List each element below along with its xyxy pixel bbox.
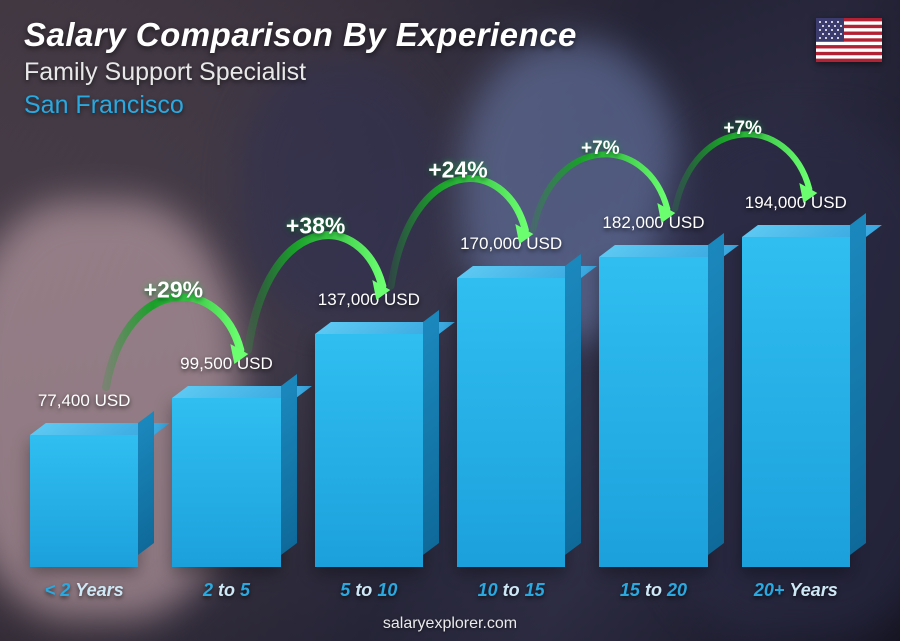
bar-slot: 77,400 USD — [30, 435, 138, 567]
bar-side-face — [423, 310, 439, 555]
bar-slot: 99,500 USD — [172, 398, 280, 567]
bar-side-face — [565, 254, 581, 555]
category-label: 10 to 15 — [457, 580, 565, 601]
bar-slot: 182,000 USD — [599, 257, 707, 567]
bar-side-face — [138, 411, 154, 555]
chart-area: 77,400 USD 99,500 USD 137,000 USD 170,00… — [30, 150, 850, 567]
bar-value-label: 182,000 USD — [602, 213, 704, 233]
bar-value-label: 77,400 USD — [38, 391, 131, 411]
chart-subtitle: Family Support Specialist — [24, 58, 876, 87]
bar: 194,000 USD — [742, 237, 850, 567]
bar-slot: 194,000 USD — [742, 237, 850, 567]
chart-location: San Francisco — [24, 91, 876, 120]
bar: 170,000 USD — [457, 278, 565, 567]
bar-value-label: 170,000 USD — [460, 234, 562, 254]
increase-percent-label: +24% — [428, 157, 487, 184]
category-label: 5 to 10 — [315, 580, 423, 601]
bar: 137,000 USD — [315, 334, 423, 567]
bar-slot: 137,000 USD — [315, 334, 423, 567]
chart-canvas: Salary Comparison By Experience Family S… — [0, 0, 900, 641]
category-label: < 2 Years — [30, 580, 138, 601]
bar-value-label: 99,500 USD — [180, 354, 273, 374]
category-label: 15 to 20 — [599, 580, 707, 601]
bar-side-face — [281, 374, 297, 555]
footer-attribution: salaryexplorer.com — [0, 615, 900, 633]
category-label: 2 to 5 — [172, 580, 280, 601]
bar-front-face — [315, 334, 423, 567]
chart-title: Salary Comparison By Experience — [24, 16, 876, 54]
bar-front-face — [30, 435, 138, 567]
increase-percent-label: +38% — [286, 213, 345, 240]
increase-percent-label: +29% — [144, 277, 203, 304]
category-labels-row: < 2 Years 2 to 5 5 to 10 10 to 15 15 to 20 20… — [30, 580, 850, 601]
bar: 77,400 USD — [30, 435, 138, 567]
bar-front-face — [742, 237, 850, 567]
us-flag-icon — [816, 18, 882, 62]
bar-front-face — [172, 398, 280, 567]
bar-side-face — [850, 213, 866, 555]
bar-value-label: 137,000 USD — [318, 290, 420, 310]
header: Salary Comparison By Experience Family S… — [24, 16, 876, 120]
increase-percent-label: +7% — [723, 118, 762, 140]
bar-side-face — [708, 233, 724, 555]
bar-front-face — [599, 257, 707, 567]
bar-front-face — [457, 278, 565, 567]
category-label: 20+ Years — [742, 580, 850, 601]
bar-value-label: 194,000 USD — [745, 193, 847, 213]
bar-slot: 170,000 USD — [457, 278, 565, 567]
bar: 182,000 USD — [599, 257, 707, 567]
increase-percent-label: +7% — [581, 138, 620, 160]
bar: 99,500 USD — [172, 398, 280, 567]
